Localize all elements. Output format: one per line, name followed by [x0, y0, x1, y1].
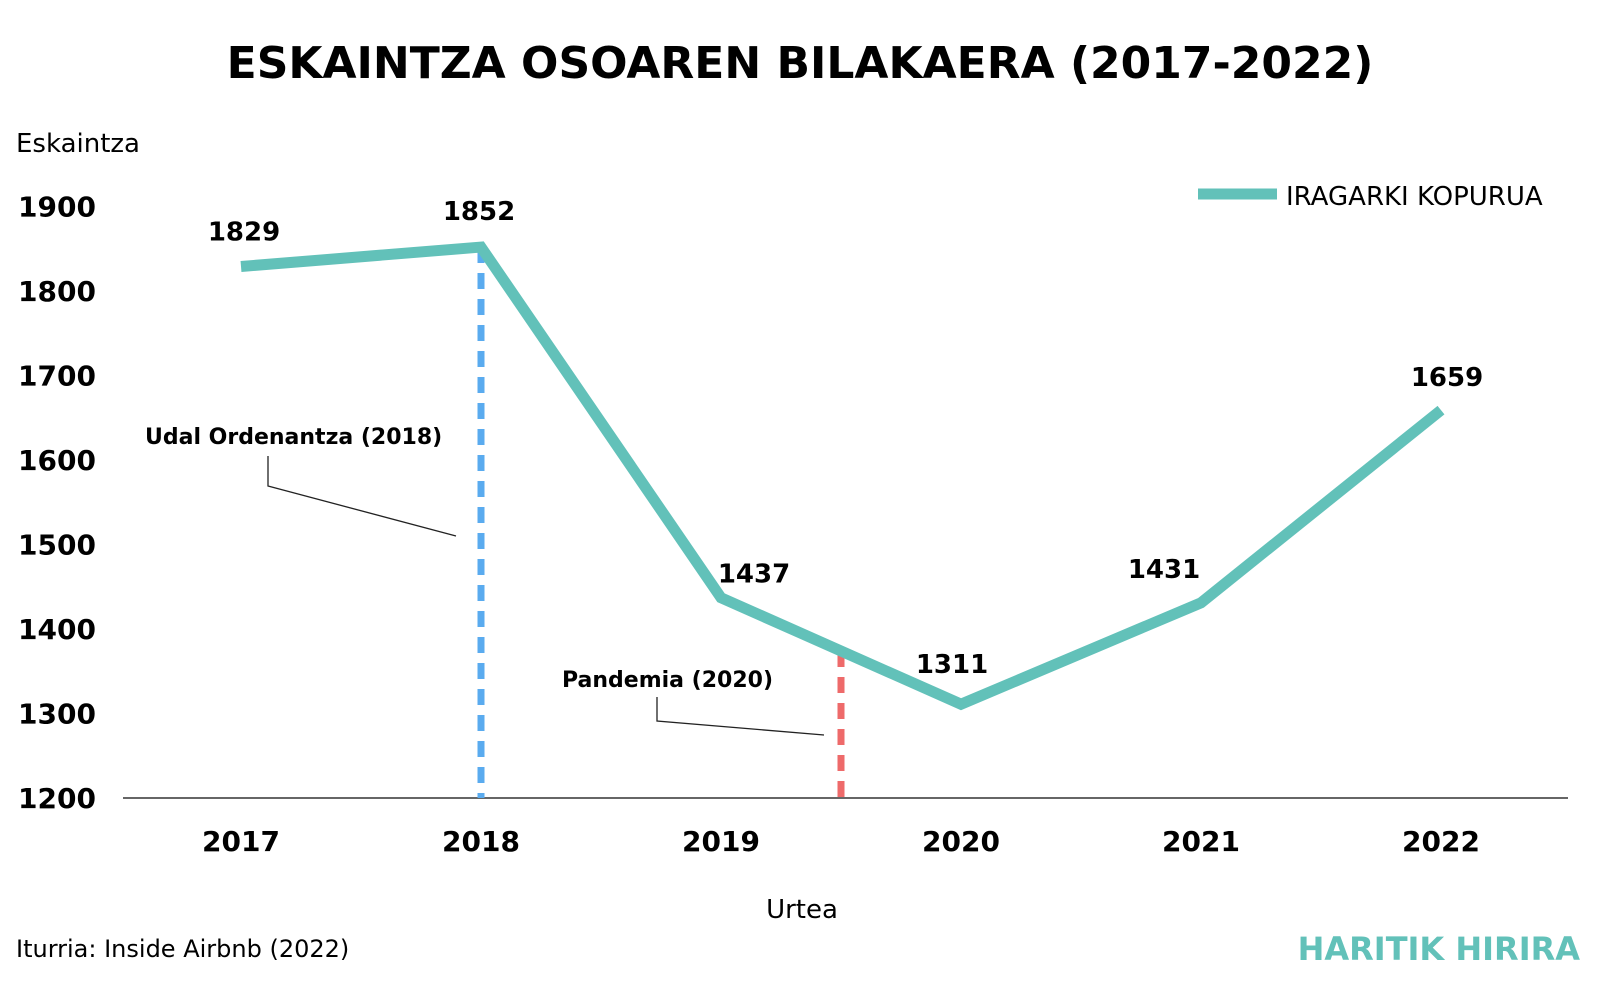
x-tick-label-2017: 2017 — [202, 825, 280, 858]
legend: IRAGARKI KOPURUA — [1198, 182, 1543, 212]
legend-label: IRAGARKI KOPURUA — [1286, 182, 1543, 212]
y-tick-group: 1900 1800 1700 1600 1500 1400 1300 1200 — [18, 191, 96, 816]
data-label-2018: 1852 — [443, 197, 515, 227]
source-note: Iturria: Inside Airbnb (2022) — [16, 935, 349, 963]
annotation-leader-2 — [656, 697, 825, 736]
series-line-iragarki-kopurua — [240, 241, 1445, 711]
x-tick-group: 2017 2018 2019 2020 2021 2022 — [202, 825, 1480, 858]
data-label-group: 1829 1852 1437 1311 1431 1659 — [208, 197, 1483, 680]
annotation-leader-1 — [267, 456, 457, 537]
y-tick-label-1300: 1300 — [18, 698, 96, 731]
x-tick-label-2022: 2022 — [1402, 825, 1480, 858]
y-tick-label-1400: 1400 — [18, 613, 96, 646]
x-tick-label-2020: 2020 — [922, 825, 1000, 858]
x-tick-label-2021: 2021 — [1162, 825, 1240, 858]
y-tick-label-1600: 1600 — [18, 444, 96, 477]
x-tick-label-2019: 2019 — [682, 825, 760, 858]
y-axis-label: Eskaintza — [16, 129, 140, 159]
y-tick-label-1200: 1200 — [18, 782, 96, 815]
data-label-2020: 1311 — [916, 650, 988, 680]
chart-title: ESKAINTZA OSOAREN BILAKAERA (2017-2022) — [227, 38, 1374, 89]
annotation-group: Udal Ordenantza (2018) Pandemia (2020) — [145, 247, 845, 798]
data-label-2022: 1659 — [1411, 363, 1483, 393]
y-tick-label-1700: 1700 — [18, 360, 96, 393]
data-label-2021: 1431 — [1128, 555, 1200, 585]
y-tick-label-1900: 1900 — [18, 191, 96, 224]
y-tick-label-1500: 1500 — [18, 529, 96, 562]
y-tick-label-1800: 1800 — [18, 275, 96, 308]
annotation-label-1: Udal Ordenantza (2018) — [145, 425, 442, 450]
x-axis-label: Urtea — [766, 895, 838, 925]
annotation-label-2: Pandemia (2020) — [562, 668, 773, 693]
data-label-2017: 1829 — [208, 217, 280, 247]
data-label-2019: 1437 — [718, 560, 790, 590]
x-tick-label-2018: 2018 — [442, 825, 520, 858]
brand-logo: HARITIK HIRIRA — [1298, 930, 1581, 968]
